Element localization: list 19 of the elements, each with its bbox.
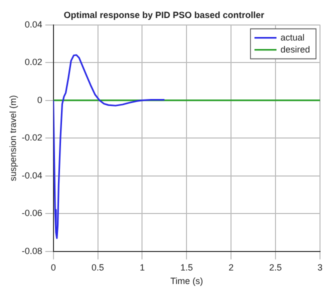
x-tick-label: 3: [317, 262, 323, 272]
x-tick-label: 1: [140, 262, 145, 272]
x-tick-label: 0.5: [92, 262, 104, 272]
x-tick-label: 1.5: [180, 262, 193, 272]
y-tick-label: 0: [37, 94, 42, 105]
x-tick-label: 2.5: [269, 262, 282, 272]
x-tick-label: 2: [228, 262, 234, 272]
y-tick-label: -0.04: [22, 170, 42, 180]
x-tick-label: 0: [50, 262, 56, 272]
y-tick-label: -0.06: [22, 208, 42, 218]
y-axis-title: suspension travel (m): [8, 95, 18, 182]
y-tick-label: -0.08: [22, 246, 42, 256]
legend-label: desired: [280, 44, 310, 54]
x-axis-title: Time (s): [170, 276, 203, 286]
legend-label: actual: [280, 32, 305, 42]
chart-title: Optimal response by PID PSO based controller: [64, 10, 265, 20]
y-tick-label: 0.02: [24, 57, 42, 68]
y-tick-label: -0.02: [22, 132, 42, 143]
y-tick-label: 0.04: [24, 19, 42, 30]
